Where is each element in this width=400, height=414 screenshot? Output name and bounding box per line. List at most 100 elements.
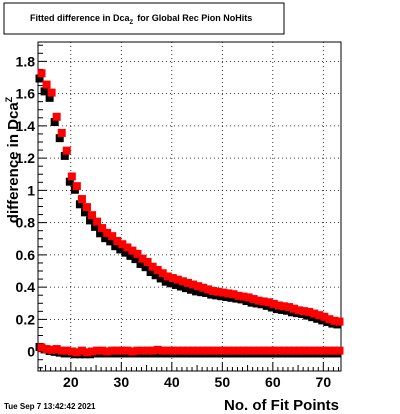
red-data-point <box>178 277 187 286</box>
red-data-point <box>325 346 334 355</box>
y-tick-label: 0.8 <box>16 215 36 231</box>
red-data-point <box>320 312 329 321</box>
red-data-point <box>52 345 61 354</box>
red-data-point <box>300 346 309 355</box>
red-data-point <box>279 346 288 355</box>
title-box: Fitted difference in DcaZ for Global Rec … <box>3 2 285 35</box>
red-data-point <box>173 275 182 284</box>
black-data-point <box>121 248 130 257</box>
red-data-point <box>103 347 112 356</box>
red-data-point <box>42 345 51 354</box>
red-data-point <box>93 346 102 355</box>
red-data-point <box>163 272 172 281</box>
red-data-point <box>315 311 324 320</box>
red-data-point <box>249 346 258 355</box>
black-data-point <box>45 93 54 102</box>
red-data-point <box>93 217 102 226</box>
black-data-point <box>106 237 115 246</box>
x-tick-label: 30 <box>114 374 130 390</box>
red-data-point <box>209 346 218 355</box>
red-data-point <box>77 195 86 204</box>
red-data-point <box>88 211 97 220</box>
black-data-point <box>55 134 64 143</box>
red-data-point <box>178 346 187 355</box>
black-data-point <box>60 151 69 160</box>
x-tick-label: 20 <box>63 374 79 390</box>
red-data-point <box>72 348 81 357</box>
red-data-point <box>310 309 319 318</box>
red-data-point <box>62 146 71 155</box>
black-data-point <box>146 268 155 277</box>
red-data-point <box>113 346 122 355</box>
red-data-point <box>138 254 147 263</box>
red-data-point <box>82 203 91 212</box>
black-data-point <box>171 280 180 289</box>
red-data-point <box>183 346 192 355</box>
black-data-point <box>141 263 150 272</box>
y-tick-label: 0.2 <box>16 311 36 327</box>
red-data-point <box>305 307 314 316</box>
red-data-point <box>158 346 167 355</box>
red-data-point <box>244 346 253 355</box>
red-data-point <box>153 266 162 275</box>
title-box-frame <box>3 2 285 35</box>
black-data-point <box>151 271 160 280</box>
red-data-point <box>72 182 81 191</box>
black-data-point <box>111 242 120 251</box>
red-data-point <box>219 346 228 355</box>
red-data-point <box>158 269 167 278</box>
black-data-point <box>187 285 196 294</box>
red-data-point <box>143 346 152 355</box>
red-data-point <box>148 262 157 271</box>
y-tick-label: 1.4 <box>16 118 36 134</box>
black-data-point <box>181 284 190 293</box>
red-data-point <box>325 315 334 324</box>
red-data-point <box>189 280 198 289</box>
black-data-point <box>75 200 84 209</box>
red-data-point <box>67 172 76 181</box>
y-tick-label: 0.6 <box>16 247 36 263</box>
red-data-point <box>224 289 233 298</box>
data-points <box>35 69 344 359</box>
x-tick-label: 60 <box>265 374 281 390</box>
x-tick-label: 40 <box>164 374 180 390</box>
red-data-point <box>239 346 248 355</box>
red-data-point <box>204 285 213 294</box>
black-data-point <box>126 251 135 260</box>
red-data-point <box>47 88 56 97</box>
y-tick-label: 1 <box>27 182 35 198</box>
red-data-point <box>295 346 304 355</box>
red-data-point <box>37 343 46 352</box>
red-data-point <box>88 347 97 356</box>
red-data-point <box>315 346 324 355</box>
grid-lines <box>38 42 341 371</box>
red-data-point <box>108 232 117 241</box>
x-axis-title: No. of Fit Points <box>224 397 339 414</box>
black-data-point <box>96 229 105 238</box>
black-data-point <box>192 287 201 296</box>
black-data-point <box>116 245 125 254</box>
black-data-point <box>50 118 59 127</box>
black-data-point <box>86 216 95 225</box>
red-data-point <box>128 347 137 356</box>
red-data-point <box>189 346 198 355</box>
y-tick-label: 0.4 <box>16 279 36 295</box>
red-data-point <box>300 307 309 316</box>
red-data-point <box>214 287 223 296</box>
y-tick-label: 1.2 <box>16 150 36 166</box>
black-data-point <box>166 279 175 288</box>
red-data-point <box>204 346 213 355</box>
red-data-point <box>264 298 273 307</box>
red-data-point <box>98 224 107 233</box>
red-data-point <box>295 306 304 315</box>
red-data-point <box>82 348 91 357</box>
red-data-point <box>153 345 162 354</box>
black-data-point <box>176 282 185 291</box>
red-data-point <box>57 128 66 137</box>
red-data-point <box>330 346 339 355</box>
red-data-point <box>259 297 268 306</box>
tick-labels: 20 30 40 50 60 70 0 0.2 0.4 0.6 0.8 1 1.2 1.4 1.6 1.8 <box>16 53 332 390</box>
red-data-point <box>224 346 233 355</box>
black-data-point <box>197 288 206 297</box>
red-data-point <box>259 346 268 355</box>
